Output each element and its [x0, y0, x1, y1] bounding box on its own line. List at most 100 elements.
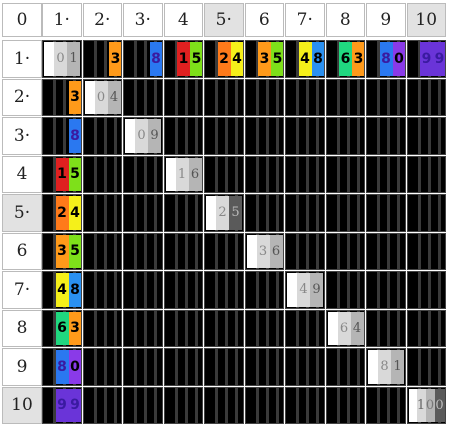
grid-cell-r10-c8[interactable] — [325, 386, 365, 424]
grid-cell-r3-c4[interactable] — [163, 117, 203, 155]
grid-cell-r7-c6[interactable] — [244, 271, 284, 309]
grid-cell-r8-c9[interactable] — [366, 309, 406, 347]
grid-cell-r9-c7[interactable] — [285, 348, 325, 386]
grid-cell-r4-c6[interactable] — [244, 155, 284, 193]
grid-cell-r2-c5[interactable] — [204, 78, 244, 116]
grid-cell-r3-c9[interactable] — [366, 117, 406, 155]
grid-cell-r3-c6[interactable] — [244, 117, 284, 155]
grid-cell-r3-c1[interactable]: 8 — [42, 117, 82, 155]
grid-cell-r9-c4[interactable] — [163, 348, 203, 386]
grid-cell-r6-c7[interactable] — [285, 232, 325, 270]
grid-cell-r8-c3[interactable] — [123, 309, 163, 347]
grid-cell-r2-c10[interactable] — [406, 78, 446, 116]
grid-cell-r8-c5[interactable] — [204, 309, 244, 347]
grid-cell-r2-c7[interactable] — [285, 78, 325, 116]
grid-cell-r10-c5[interactable] — [204, 386, 244, 424]
grid-cell-r9-c10[interactable] — [406, 348, 446, 386]
grid-cell-r10-c7[interactable] — [285, 386, 325, 424]
grid-cell-r7-c2[interactable] — [82, 271, 122, 309]
grid-cell-r4-c8[interactable] — [325, 155, 365, 193]
grid-cell-r9-c2[interactable] — [82, 348, 122, 386]
grid-cell-r8-c4[interactable] — [163, 309, 203, 347]
grid-cell-r1-c2[interactable]: 3 — [82, 40, 122, 78]
grid-cell-r5-c7[interactable] — [285, 194, 325, 232]
grid-cell-r2-c8[interactable] — [325, 78, 365, 116]
grid-cell-r10-c6[interactable] — [244, 386, 284, 424]
grid-cell-r2-c1[interactable]: 3 — [42, 78, 82, 116]
grid-cell-r2-c9[interactable] — [366, 78, 406, 116]
grid-cell-r9-c5[interactable] — [204, 348, 244, 386]
grid-cell-r10-c9[interactable] — [366, 386, 406, 424]
grid-cell-r8-c6[interactable] — [244, 309, 284, 347]
grid-cell-r9-c3[interactable] — [123, 348, 163, 386]
grid-cell-r3-c2[interactable] — [82, 117, 122, 155]
grid-cell-r5-c8[interactable] — [325, 194, 365, 232]
grid-cell-r5-c2[interactable] — [82, 194, 122, 232]
grid-cell-r7-c8[interactable] — [325, 271, 365, 309]
grid-cell-r6-c9[interactable] — [366, 232, 406, 270]
grid-cell-r4-c5[interactable] — [204, 155, 244, 193]
grid-cell-r5-c3[interactable] — [123, 194, 163, 232]
grid-cell-r3-c8[interactable] — [325, 117, 365, 155]
grid-cell-r10-c4[interactable] — [163, 386, 203, 424]
grid-cell-r6-c5[interactable] — [204, 232, 244, 270]
grid-cell-r3-c5[interactable] — [204, 117, 244, 155]
grid-cell-r4-c10[interactable] — [406, 155, 446, 193]
grid-cell-r3-c7[interactable] — [285, 117, 325, 155]
grid-cell-r4-c7[interactable] — [285, 155, 325, 193]
grid-cell-r9-c8[interactable] — [325, 348, 365, 386]
grid-cell-r2-c6[interactable] — [244, 78, 284, 116]
grid-cell-r3-c10[interactable] — [406, 117, 446, 155]
grid-cell-r10-c3[interactable] — [123, 386, 163, 424]
grid-cell-r4-c3[interactable] — [123, 155, 163, 193]
grid-cell-r7-c5[interactable] — [204, 271, 244, 309]
grid-cell-r7-c3[interactable] — [123, 271, 163, 309]
grid-cell-r5-c9[interactable] — [366, 194, 406, 232]
grid-cell-r10-c2[interactable] — [82, 386, 122, 424]
grid-cell-r7-c9[interactable] — [366, 271, 406, 309]
grid-cell-r7-c10[interactable] — [406, 271, 446, 309]
grid-cell-r6-c2[interactable] — [82, 232, 122, 270]
grid-cell-r5-c6[interactable] — [244, 194, 284, 232]
grid-cell-r7-c4[interactable] — [163, 271, 203, 309]
grid-cell-r6-c10[interactable] — [406, 232, 446, 270]
grid-cell-r5-c4[interactable] — [163, 194, 203, 232]
grid-cell-r9-c6[interactable] — [244, 348, 284, 386]
grid-cell-r4-c9[interactable] — [366, 155, 406, 193]
grid-cell-r4-c2[interactable] — [82, 155, 122, 193]
grid-cell-r2-c3[interactable] — [123, 78, 163, 116]
grid-cell-r6-c4[interactable] — [163, 232, 203, 270]
grid-cell-r8-c10[interactable] — [406, 309, 446, 347]
grid-cell-r8-c7[interactable] — [285, 309, 325, 347]
grid-cell-r8-c2[interactable] — [82, 309, 122, 347]
grid-cell-r6-c3[interactable] — [123, 232, 163, 270]
grid-cell-r1-c3[interactable]: 8 — [123, 40, 163, 78]
grid-cell-r2-c4[interactable] — [163, 78, 203, 116]
grid-cell-r5-c10[interactable] — [406, 194, 446, 232]
grid-cell-r6-c8[interactable] — [325, 232, 365, 270]
